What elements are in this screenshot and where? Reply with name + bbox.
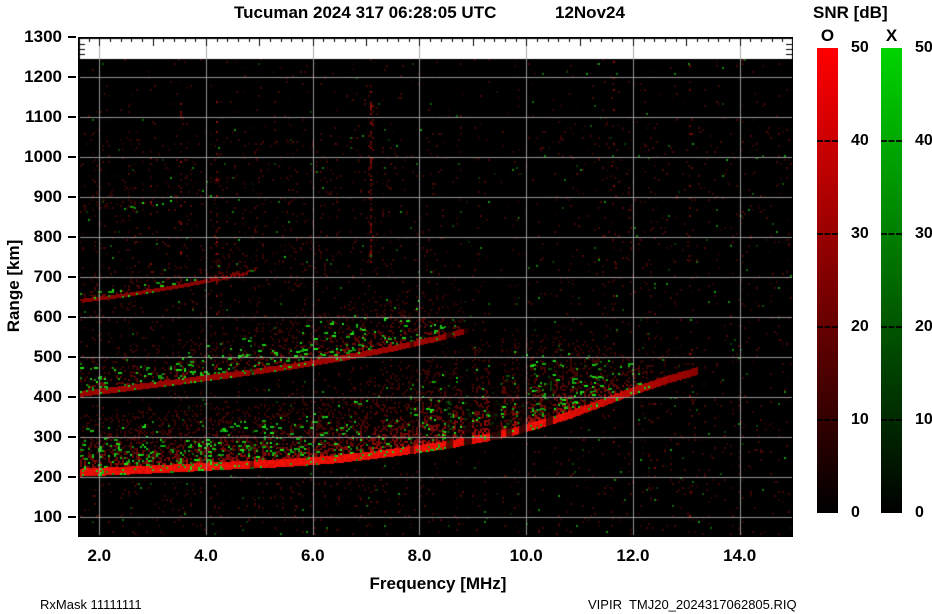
colorbar-o-tick-40 [817, 140, 838, 142]
y-tick-mark-1000 [68, 156, 76, 158]
y-tick-mark-100 [68, 516, 76, 518]
colorbar-o-label-20: 20 [851, 318, 869, 335]
y-tick-mark-300 [68, 436, 76, 438]
x-tick-label-8.0: 8.0 [407, 546, 432, 565]
colorbar-x-gradient [881, 48, 902, 513]
colorbar-o-tick-20 [817, 326, 838, 328]
x-tick-label-2.0: 2.0 [87, 546, 112, 565]
source-file-label: VIPIR TMJ20_2024317062805.RIQ [588, 597, 797, 612]
y-tick-label-1000: 1000 [24, 147, 62, 166]
plot-title: Tucuman 2024 317 06:28:05 UTC [234, 3, 497, 22]
y-tick-mark-400 [68, 396, 76, 398]
colorbar-o-label-30: 30 [851, 225, 869, 242]
x-tick-label-6.0: 6.0 [300, 546, 325, 565]
y-tick-label-300: 300 [33, 427, 62, 446]
colorbar-o-mode-label: O [820, 26, 835, 45]
y-tick-label-500: 500 [33, 347, 62, 366]
colorbar-x-tick-40 [881, 140, 902, 142]
colorbar-o-label-10: 10 [851, 411, 869, 428]
x-tick-label-14.0: 14.0 [723, 546, 757, 565]
y-tick-mark-500 [68, 356, 76, 358]
x-axis-title: Frequency [MHz] [369, 574, 507, 593]
y-tick-mark-1300 [68, 36, 76, 38]
colorbar-o-tick-10 [817, 419, 838, 421]
y-tick-label-100: 100 [33, 507, 62, 526]
colorbar-x-tick-20 [881, 326, 902, 328]
plot-date: 12Nov24 [555, 3, 625, 22]
y-tick-label-900: 900 [33, 187, 62, 206]
colorbar-o-label-50: 50 [851, 39, 869, 56]
colorbar-x-label-0: 0 [915, 504, 924, 521]
y-tick-mark-900 [68, 196, 76, 198]
colorbar-x-label-30: 30 [915, 225, 932, 242]
colorbar-o-label-40: 40 [851, 132, 869, 149]
y-tick-label-700: 700 [33, 267, 62, 286]
x-tick-label-10.0: 10.0 [509, 546, 543, 565]
y-tick-label-1100: 1100 [25, 107, 62, 126]
y-tick-mark-200 [68, 476, 76, 478]
colorbar-x-label-50: 50 [915, 39, 932, 56]
colorbar-x-label-10: 10 [915, 411, 932, 428]
x-tick-label-4.0: 4.0 [194, 546, 218, 565]
x-tick-label-12.0: 12.0 [616, 546, 650, 565]
colorbar-x-label-40: 40 [915, 132, 932, 149]
y-tick-mark-700 [68, 276, 76, 278]
y-tick-label-1200: 1200 [24, 67, 62, 86]
y-tick-label-1300: 1300 [24, 27, 62, 46]
colorbar-x-mode-label: X [885, 26, 898, 45]
y-tick-label-800: 800 [33, 227, 62, 246]
colorbar-o-label-0: 0 [851, 504, 860, 521]
y-tick-label-400: 400 [33, 387, 62, 406]
y-tick-mark-800 [68, 236, 76, 238]
y-tick-mark-600 [68, 316, 76, 318]
y-tick-label-600: 600 [33, 307, 62, 326]
colorbar-x-tick-30 [881, 233, 902, 235]
ionogram-canvas [78, 37, 793, 537]
colorbar-o-gradient [817, 48, 838, 513]
colorbar-title: SNR [dB] [813, 3, 888, 22]
colorbar-o-tick-30 [817, 233, 838, 235]
y-tick-label-200: 200 [33, 467, 62, 486]
colorbar-x-tick-10 [881, 419, 902, 421]
rxmask-status: RxMask 11111111 [40, 597, 142, 612]
colorbar-x-label-20: 20 [915, 318, 932, 335]
y-tick-mark-1100 [68, 116, 76, 118]
y-tick-mark-1200 [68, 76, 76, 78]
